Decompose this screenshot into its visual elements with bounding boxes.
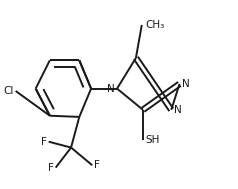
Text: CH₃: CH₃	[145, 20, 165, 30]
Text: Cl: Cl	[3, 86, 14, 96]
Text: N: N	[174, 105, 181, 115]
Text: F: F	[41, 137, 47, 147]
Text: F: F	[48, 163, 54, 173]
Text: F: F	[94, 160, 100, 170]
Text: N: N	[107, 84, 115, 94]
Text: SH: SH	[146, 136, 160, 146]
Text: N: N	[182, 79, 190, 89]
